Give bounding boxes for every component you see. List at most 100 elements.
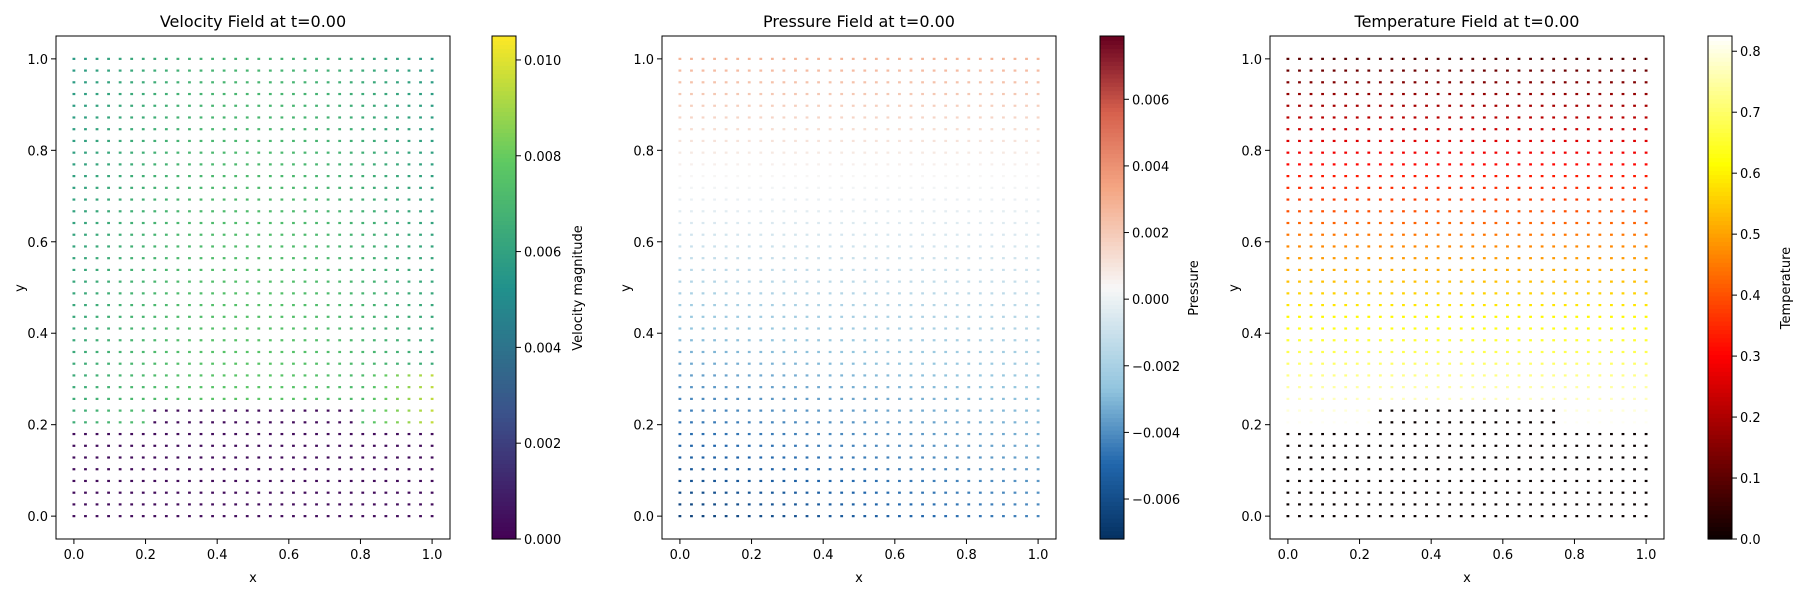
colorbar-segment [492, 446, 516, 452]
colorbar-segment [1100, 165, 1124, 171]
colorbar-segment [1100, 186, 1124, 192]
colorbar-frame [1099, 35, 1125, 540]
colorbar-segment [492, 467, 516, 473]
colorbar-segment [1100, 308, 1124, 314]
colorbar-segment [1100, 367, 1124, 372]
colorbar-segment [492, 153, 516, 159]
colorbar-frame [491, 35, 517, 540]
colorbar-segment [1100, 480, 1124, 486]
y-ticks: 0.0 0.2 0.4 0.6 0.8 1.0 [1241, 53, 1270, 525]
colorbar-segment [492, 371, 516, 377]
colorbar-segment [492, 459, 516, 465]
temperature-panel: 0.0 0.2 0.4 0.6 0.8 1.0 0.0 0.2 0.4 0.6 0.8 1.0 Te… [1227, 12, 1794, 586]
y-tick-label: 1.0 [27, 53, 48, 68]
colorbar-segment [492, 518, 516, 523]
colorbar-segment [492, 388, 516, 393]
colorbar-segment [1100, 283, 1124, 289]
colorbar-segment [1100, 358, 1124, 364]
colorbar-segment [492, 329, 516, 335]
colorbar-segment [1100, 442, 1124, 448]
colorbar-segment [492, 165, 516, 171]
colorbar-segment [1100, 98, 1124, 104]
colorbar-segment [1100, 383, 1124, 389]
colorbar-segment [1708, 413, 1732, 419]
colorbar-segment [1100, 492, 1124, 498]
colorbar-segment [1708, 216, 1732, 222]
colorbar-segment [1100, 119, 1124, 125]
colorbar-segment [1708, 283, 1732, 289]
colorbar-segment [1100, 153, 1124, 159]
colorbar-tick-label: 0.006 [1132, 93, 1169, 108]
colorbar-segment [1708, 266, 1732, 272]
colorbar-tick-label: −0.002 [1132, 360, 1180, 375]
y-tick-label: 0.6 [27, 236, 48, 251]
colorbar-segment [1708, 86, 1732, 92]
pressure-colorbar: −0.006 −0.004 −0.002 0.000 0.002 0.004 0.006 [1099, 35, 1180, 540]
colorbar-segment [1100, 77, 1124, 83]
colorbar-segment [1708, 274, 1732, 280]
colorbar-tick-label: 0.004 [524, 341, 561, 356]
colorbar-segment [1708, 191, 1732, 196]
y-tick-label: 0.8 [633, 144, 654, 159]
colorbar-segment [1100, 430, 1124, 435]
colorbar-segment [1708, 522, 1732, 528]
colorbar-segment [492, 253, 516, 259]
colorbar-segment [1708, 182, 1732, 188]
colorbar-segment [492, 48, 516, 54]
colorbar-segment [492, 94, 516, 100]
chart-title: Pressure Field at t=0.00 [763, 12, 955, 31]
colorbar-segment [1100, 379, 1124, 385]
y-tick-label: 0.6 [1241, 236, 1262, 251]
colorbar-segment [1100, 287, 1124, 293]
colorbar-segment [492, 358, 516, 364]
x-ticks: 0.0 0.2 0.4 0.6 0.8 1.0 [1278, 539, 1656, 563]
colorbar-segment [492, 346, 516, 351]
colorbar-segment [1100, 82, 1124, 87]
colorbar-segment [492, 245, 516, 251]
colorbar-segment [492, 170, 516, 175]
colorbar-tick-label: −0.004 [1132, 426, 1180, 441]
colorbar-tick-label: 0.006 [524, 246, 561, 261]
colorbar-segment [492, 492, 516, 498]
colorbar-segment [1100, 220, 1124, 226]
colorbar-tick-label: 0.5 [1740, 228, 1761, 243]
colorbar-segment [492, 450, 516, 456]
colorbar-segment [1708, 455, 1732, 460]
x-tick-label: 0.6 [278, 548, 299, 563]
colorbar-segment [492, 136, 516, 142]
colorbar-segment [492, 413, 516, 419]
colorbar-segment [492, 161, 516, 167]
colorbar-segment [492, 300, 516, 305]
colorbar-segment [1100, 249, 1124, 255]
colorbar-segment [1708, 140, 1732, 146]
x-axis-label: x [1463, 571, 1471, 586]
colorbar-segment [1708, 354, 1732, 360]
temperature-vectors [1286, 57, 1648, 518]
colorbar-segment [492, 98, 516, 104]
colorbar-segment [1100, 371, 1124, 377]
colorbar-segment [1100, 291, 1124, 297]
x-tick-label: 0.2 [1349, 548, 1370, 563]
colorbar-segment [1100, 86, 1124, 92]
colorbar-segment [1708, 170, 1732, 175]
colorbar-tick-label: 0.1 [1740, 472, 1761, 487]
colorbar-segment [1100, 341, 1124, 347]
colorbar-segment [492, 509, 516, 515]
colorbar-segment [492, 212, 516, 217]
colorbar-segment [1100, 463, 1124, 469]
colorbar-segment [1100, 484, 1124, 490]
colorbar-segment [492, 354, 516, 360]
colorbar-segment [1708, 279, 1732, 284]
colorbar-segment [1708, 73, 1732, 79]
chart-title: Temperature Field at t=0.00 [1354, 12, 1580, 31]
colorbar-segment [1100, 128, 1124, 134]
colorbar-segment [1100, 115, 1124, 121]
colorbar-segment [492, 417, 516, 423]
colorbar-segment [1708, 178, 1732, 184]
colorbar-segment [1708, 245, 1732, 251]
colorbar-segment [1100, 476, 1124, 481]
colorbar-segment [1708, 329, 1732, 335]
x-tick-label: 0.4 [207, 548, 228, 563]
colorbar-segment [1708, 379, 1732, 385]
colorbar-segment [492, 124, 516, 129]
